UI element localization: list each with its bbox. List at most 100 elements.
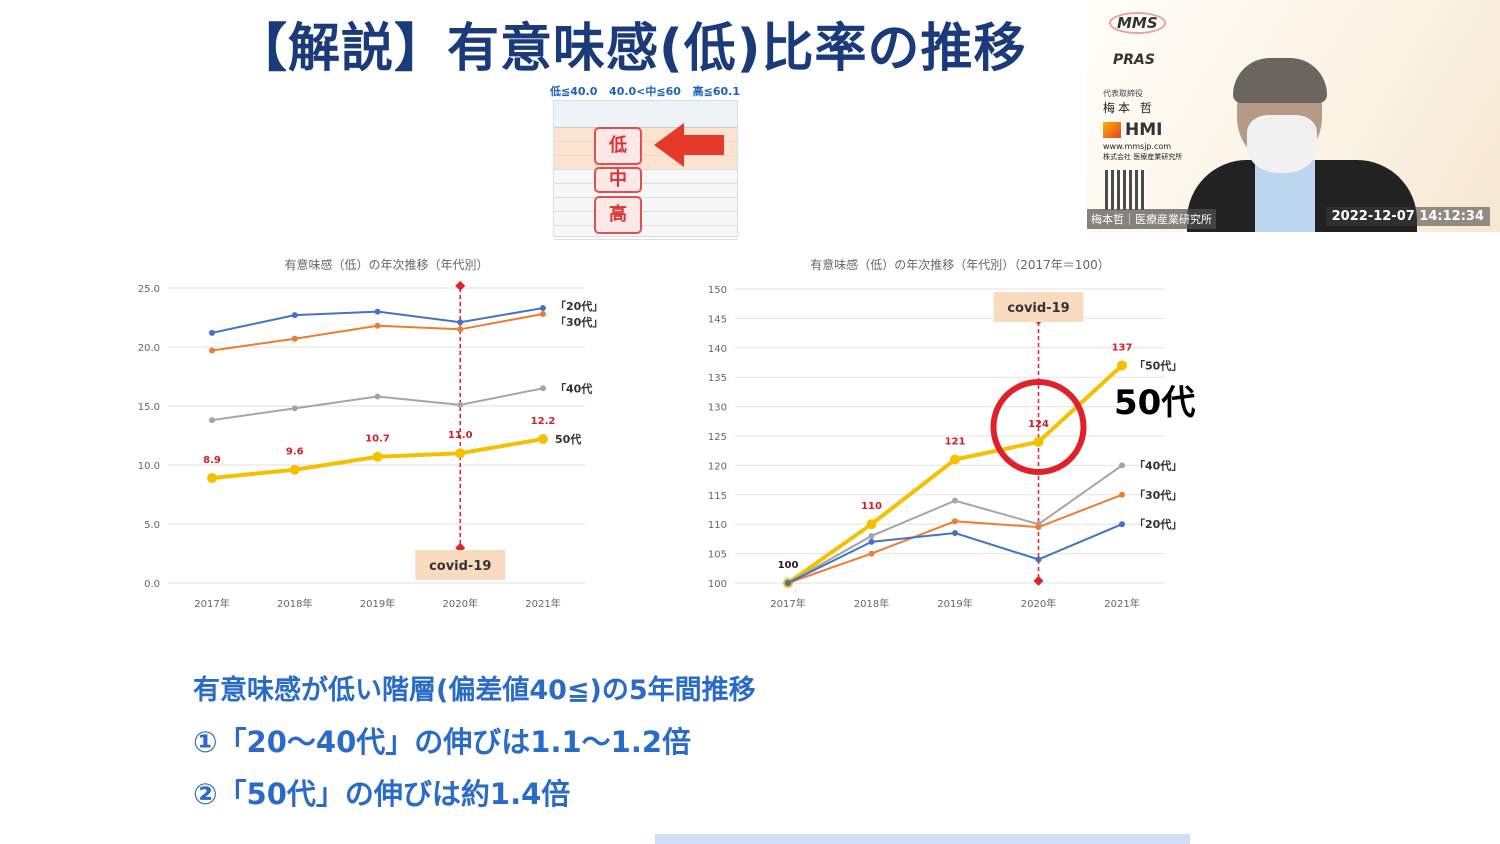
data-point xyxy=(1117,360,1127,371)
data-point xyxy=(291,312,298,319)
data-label: 124 xyxy=(1028,419,1049,430)
chart-left: 有意味感（低）の年次推移（年代別） 0.0 5.0 10.0 15.0 20.0 25.0 2… xyxy=(138,257,604,610)
y-tick-label: 15.0 xyxy=(138,402,160,413)
bullet-heading: 有意味感が低い階層(偏差値40≦)の5年間推移 xyxy=(193,675,756,706)
hmi-logo: HMI xyxy=(1125,120,1163,140)
y-tick-label: 110 xyxy=(708,520,727,531)
level-high: 高 xyxy=(594,196,642,234)
chart-title: 有意味感（低）の年次推移（年代別）（2017年＝100） xyxy=(810,257,1109,272)
y-tick-label: 145 xyxy=(708,314,727,325)
y-tick-label: 150 xyxy=(708,285,727,296)
data-point xyxy=(207,472,217,483)
x-tick-label: 2017年 xyxy=(770,597,805,610)
website-url: www.mmsjp.com xyxy=(1103,142,1172,151)
data-point xyxy=(289,464,300,475)
y-tick-label: 115 xyxy=(708,491,727,502)
y-tick-label: 0.0 xyxy=(144,579,160,590)
data-point xyxy=(538,434,548,445)
data-point xyxy=(374,393,381,400)
covid-label: covid-19 xyxy=(1007,301,1069,316)
data-label: 100 xyxy=(778,560,799,571)
data-label: 110 xyxy=(861,501,882,512)
data-point xyxy=(1119,491,1125,498)
data-point xyxy=(374,308,381,315)
x-tick-label: 2017年 xyxy=(194,597,229,610)
arrow-left-icon xyxy=(654,123,684,167)
x-tick-label: 2021年 xyxy=(1104,597,1139,610)
y-tick-label: 5.0 xyxy=(144,520,160,531)
series-line-1 xyxy=(211,312,544,352)
data-label: 121 xyxy=(945,437,966,448)
pras-logo: PRAS xyxy=(1113,52,1155,68)
series-line-2 xyxy=(787,493,1123,584)
level-table-image: 低 中 高 xyxy=(553,100,738,240)
data-label: 137 xyxy=(1112,342,1133,353)
bullet-2: ②「50代」の伸びは約1.4倍 xyxy=(193,777,571,811)
data-point xyxy=(540,385,546,392)
series-legend-label: 「30代」 xyxy=(555,315,603,329)
level-mid: 中 xyxy=(594,167,642,193)
series-line-2 xyxy=(211,387,544,422)
data-point xyxy=(952,497,958,504)
data-point xyxy=(868,550,875,557)
data-point xyxy=(950,454,960,465)
data-point xyxy=(1033,436,1044,447)
covid-box xyxy=(993,292,1084,322)
name-tag: 梅本哲｜医療産業研究所 xyxy=(1087,209,1216,229)
x-tick-label: 2020年 xyxy=(443,597,478,610)
x-tick-label: 2019年 xyxy=(360,597,395,610)
bottom-bar xyxy=(655,834,1190,844)
y-tick-label: 130 xyxy=(708,403,727,414)
x-tick-label: 2019年 xyxy=(937,597,972,610)
data-point xyxy=(209,329,215,336)
scale-mid: 40.0<中≦60 xyxy=(609,85,681,98)
scale-high: 高≦60.1 xyxy=(692,85,740,98)
scale-legend: 低≦40.0 40.0<中≦60 高≦60.1 xyxy=(550,83,740,99)
data-point xyxy=(1035,524,1042,531)
data-point xyxy=(291,335,298,342)
bullet-1: ①「20～40代」の伸びは1.1～1.2倍 xyxy=(193,725,692,759)
data-point xyxy=(785,580,791,586)
data-point xyxy=(372,451,383,462)
series-legend-label: 「20代」 xyxy=(555,299,603,313)
series-legend-label: 「20代」 xyxy=(1134,517,1182,531)
series-legend-label: 「30代」 xyxy=(1134,488,1182,502)
y-tick-label: 100 xyxy=(708,579,727,590)
data-label: 8.9 xyxy=(203,455,221,466)
data-point xyxy=(868,538,875,545)
series-legend-label: 「40代 xyxy=(555,381,592,395)
data-point xyxy=(374,322,381,329)
data-point xyxy=(868,532,875,539)
data-point xyxy=(1035,556,1042,563)
presenter-video: MMS PRAS 代表取締役 梅本 哲 HMI www.mmsjp.com 株式… xyxy=(1087,0,1500,232)
data-point xyxy=(540,310,546,317)
data-point xyxy=(291,405,298,412)
data-point xyxy=(540,305,546,312)
y-tick-label: 105 xyxy=(708,550,727,561)
chart-right: 有意味感（低）の年次推移（年代別）（2017年＝100） 100 105 110 115… xyxy=(708,257,1182,610)
y-tick-label: 140 xyxy=(708,344,727,355)
x-tick-label: 2018年 xyxy=(854,597,889,610)
x-tick-label: 2021年 xyxy=(525,597,560,610)
covid-marker-bottom xyxy=(1033,575,1044,586)
series-legend-label: 「50代」 xyxy=(1134,358,1182,372)
timestamp: 2022-12-07 14:12:34 xyxy=(1325,207,1490,226)
y-tick-label: 125 xyxy=(708,432,727,443)
presenter-role: 代表取締役 xyxy=(1103,89,1143,98)
mms-logo: MMS xyxy=(1109,12,1166,34)
hmi-logo-mark xyxy=(1103,122,1121,138)
x-tick-label: 2018年 xyxy=(277,597,312,610)
data-point xyxy=(457,319,464,326)
covid-marker-top xyxy=(455,280,466,291)
data-point xyxy=(209,347,215,354)
qr-code xyxy=(1105,170,1147,210)
data-point xyxy=(457,401,464,408)
presenter-name: 梅本 哲 xyxy=(1103,101,1155,115)
y-tick-label: 25.0 xyxy=(138,284,160,295)
highlight-circle xyxy=(990,379,1087,475)
series-legend-label: 50代 xyxy=(555,432,581,446)
slide-title: 【解説】有意味感(低)比率の推移 xyxy=(235,19,1027,79)
data-point xyxy=(457,326,464,333)
data-label: 10.7 xyxy=(365,434,390,445)
data-point xyxy=(1119,462,1125,469)
